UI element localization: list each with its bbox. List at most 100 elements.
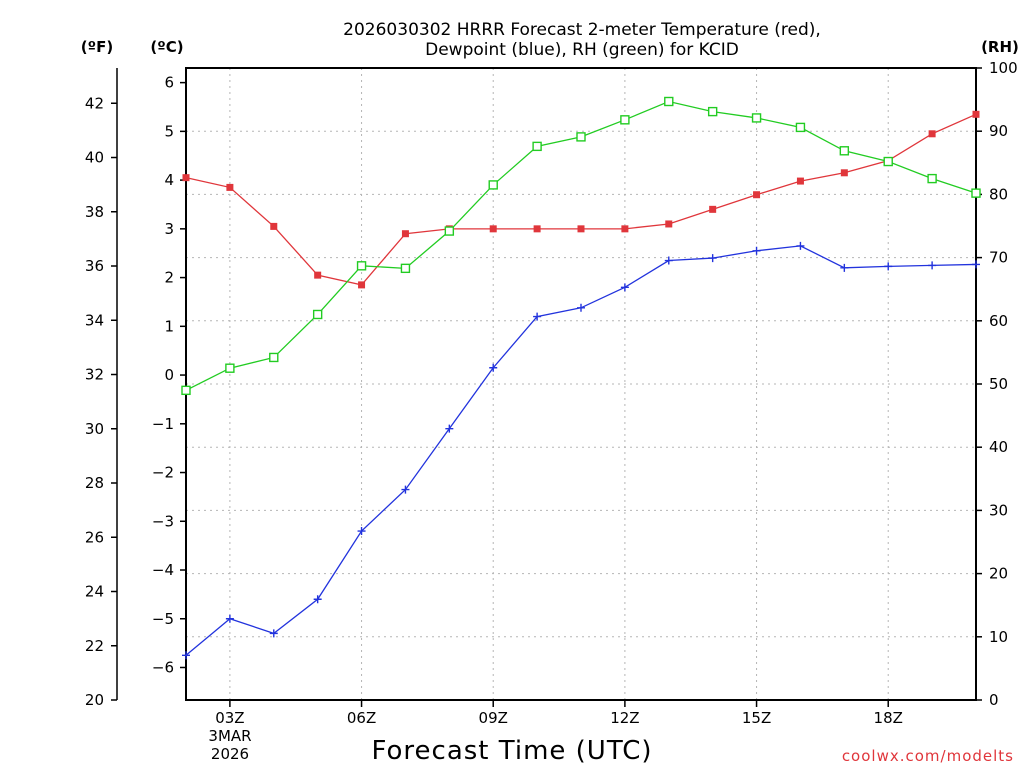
dewpoint-point (225, 614, 234, 623)
temperature-point (665, 220, 673, 228)
x-axis-title: Forecast Time (UTC) (371, 736, 652, 766)
credit-link[interactable]: coolwx.com/modelts (842, 747, 1014, 765)
date-label-month: 3MAR (208, 727, 251, 745)
dewpoint-point (928, 261, 937, 270)
rh-point (620, 115, 630, 125)
temperature-point (226, 183, 234, 191)
rh-tick-label: 0 (989, 691, 999, 709)
rh-point (576, 132, 586, 142)
dewpoint-point (357, 527, 366, 536)
rh-tick-label: 30 (989, 501, 1008, 519)
celsius-tick-label: −5 (152, 610, 174, 628)
rh-point (400, 263, 411, 274)
rh-point (927, 173, 937, 184)
time-tick-label: 18Z (874, 709, 903, 727)
rh-point (312, 309, 323, 320)
temperature-point (577, 225, 585, 233)
fahrenheit-tick-label: 30 (85, 420, 104, 438)
temperature-point (621, 225, 629, 233)
celsius-tick-label: 0 (164, 366, 174, 384)
rh-series (181, 96, 981, 396)
celsius-tick-label: −2 (152, 464, 174, 482)
dewpoint-point (401, 485, 410, 494)
rh-point (488, 180, 498, 190)
temperature-point (972, 110, 980, 118)
temperature-point (401, 230, 409, 238)
celsius-tick-label: 5 (164, 122, 174, 140)
time-tick-label: 12Z (610, 709, 639, 727)
time-tick-label: 06Z (347, 709, 376, 727)
fahrenheit-tick-label: 28 (85, 474, 104, 492)
celsius-tick-label: 4 (164, 171, 174, 189)
fahrenheit-tick-label: 42 (85, 94, 104, 112)
temperature-point (314, 271, 322, 279)
dewpoint-series (182, 241, 980, 660)
time-tick-label: 09Z (479, 709, 508, 727)
rh-tick-label: 40 (989, 438, 1008, 456)
rh-point (356, 261, 367, 271)
rh-point (181, 385, 191, 396)
temperature-point (358, 281, 366, 289)
rh-point (444, 226, 455, 236)
chart-title-line2: Dewpoint (blue), RH (green) for KCID (425, 40, 739, 60)
celsius-tick-label: 6 (164, 74, 174, 92)
rh-point (269, 352, 279, 363)
time-tick-label: 15Z (742, 709, 771, 727)
rh-point (707, 106, 718, 117)
date-label-year: 2026 (211, 745, 249, 763)
fahrenheit-tick-label: 24 (85, 583, 104, 601)
rh-point (225, 363, 235, 373)
dewpoint-point (796, 241, 805, 250)
rh-point (751, 113, 762, 123)
fahrenheit-tick-label: 40 (85, 149, 104, 167)
fahrenheit-tick-label: 34 (85, 311, 104, 329)
chart-title-line1: 2026030302 HRRR Forecast 2-meter Tempera… (343, 20, 821, 40)
temperature-point (489, 225, 497, 233)
rh-tick-label: 10 (989, 628, 1008, 646)
rh-point (883, 156, 893, 167)
fahrenheit-tick-label: 20 (85, 691, 104, 709)
dewpoint-point (269, 629, 278, 638)
fahrenheit-tick-label: 32 (85, 366, 104, 384)
rh-tick-label: 90 (989, 122, 1008, 140)
plot-frame (185, 67, 977, 701)
dewpoint-point (840, 263, 849, 272)
temperature-point (533, 225, 541, 233)
dewpoint-point (577, 303, 585, 312)
rh-tick-label: 80 (989, 185, 1008, 203)
rh-point (532, 141, 542, 152)
temperature-point (928, 130, 936, 138)
rh-point (971, 188, 981, 198)
series-layer (181, 96, 981, 660)
celsius-tick-label: −4 (152, 561, 174, 579)
celsius-tick-label: 3 (164, 220, 174, 238)
rh-tick-label: 100 (989, 59, 1018, 77)
dewpoint-point (708, 254, 717, 263)
dewpoint-point (972, 260, 980, 269)
temperature-point (796, 177, 804, 185)
rh-unit-label: (RH) (981, 38, 1019, 56)
rh-tick-label: 70 (989, 249, 1008, 267)
dewpoint-point (620, 283, 629, 292)
temperature-point (840, 169, 848, 177)
dewpoint-point (182, 651, 190, 660)
celsius-tick-label: −3 (152, 512, 174, 530)
temperature-point (270, 222, 278, 230)
dewpoint-point (533, 312, 542, 321)
dewpoint-point (313, 595, 322, 604)
rh-tick-label: 50 (989, 375, 1008, 393)
time-axis: 03Z 06Z 09Z 12Z 15Z 18Z (215, 700, 903, 727)
celsius-tick-label: 1 (164, 317, 174, 335)
dewpoint-point (664, 256, 673, 265)
dewpoint-point (752, 246, 761, 255)
rh-point (839, 146, 850, 156)
rh-point (795, 122, 806, 133)
dewpoint-point (884, 262, 893, 271)
celsius-tick-label: 2 (164, 269, 174, 287)
time-tick-label: 03Z (215, 709, 244, 727)
celsius-tick-label: −6 (152, 658, 174, 676)
celsius-unit-label: (ºC) (150, 38, 183, 56)
fahrenheit-tick-label: 36 (85, 257, 104, 275)
celsius-axis: −6 −5 −4 −3 −2 −1 0 1 2 3 4 5 6 (152, 74, 186, 676)
